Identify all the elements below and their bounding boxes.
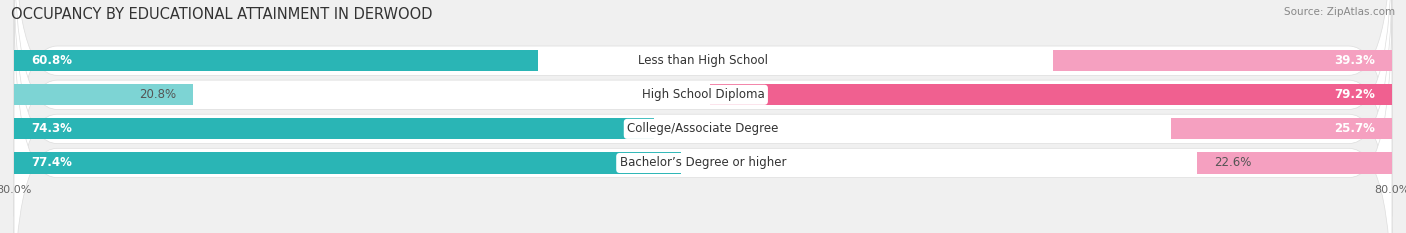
Bar	[14, 50, 537, 71]
Text: 74.3%: 74.3%	[31, 122, 72, 135]
Bar	[710, 84, 1392, 105]
Text: 20.8%: 20.8%	[139, 88, 176, 101]
FancyBboxPatch shape	[14, 0, 1392, 216]
Text: Bachelor’s Degree or higher: Bachelor’s Degree or higher	[620, 157, 786, 169]
Bar	[1198, 152, 1392, 174]
Bar	[1053, 50, 1392, 71]
FancyBboxPatch shape	[14, 7, 1392, 233]
Text: 77.4%: 77.4%	[31, 157, 72, 169]
Bar	[14, 118, 654, 140]
FancyBboxPatch shape	[14, 0, 1392, 233]
Text: 60.8%: 60.8%	[31, 54, 72, 67]
Text: Less than High School: Less than High School	[638, 54, 768, 67]
Text: Source: ZipAtlas.com: Source: ZipAtlas.com	[1284, 7, 1395, 17]
Bar	[1171, 118, 1392, 140]
Text: 79.2%: 79.2%	[1334, 88, 1375, 101]
Text: 39.3%: 39.3%	[1334, 54, 1375, 67]
Bar	[14, 152, 681, 174]
FancyBboxPatch shape	[14, 0, 1392, 233]
Bar	[14, 84, 193, 105]
Text: College/Associate Degree: College/Associate Degree	[627, 122, 779, 135]
Text: 25.7%: 25.7%	[1334, 122, 1375, 135]
Text: 22.6%: 22.6%	[1215, 157, 1251, 169]
Text: High School Diploma: High School Diploma	[641, 88, 765, 101]
Text: OCCUPANCY BY EDUCATIONAL ATTAINMENT IN DERWOOD: OCCUPANCY BY EDUCATIONAL ATTAINMENT IN D…	[11, 7, 433, 22]
